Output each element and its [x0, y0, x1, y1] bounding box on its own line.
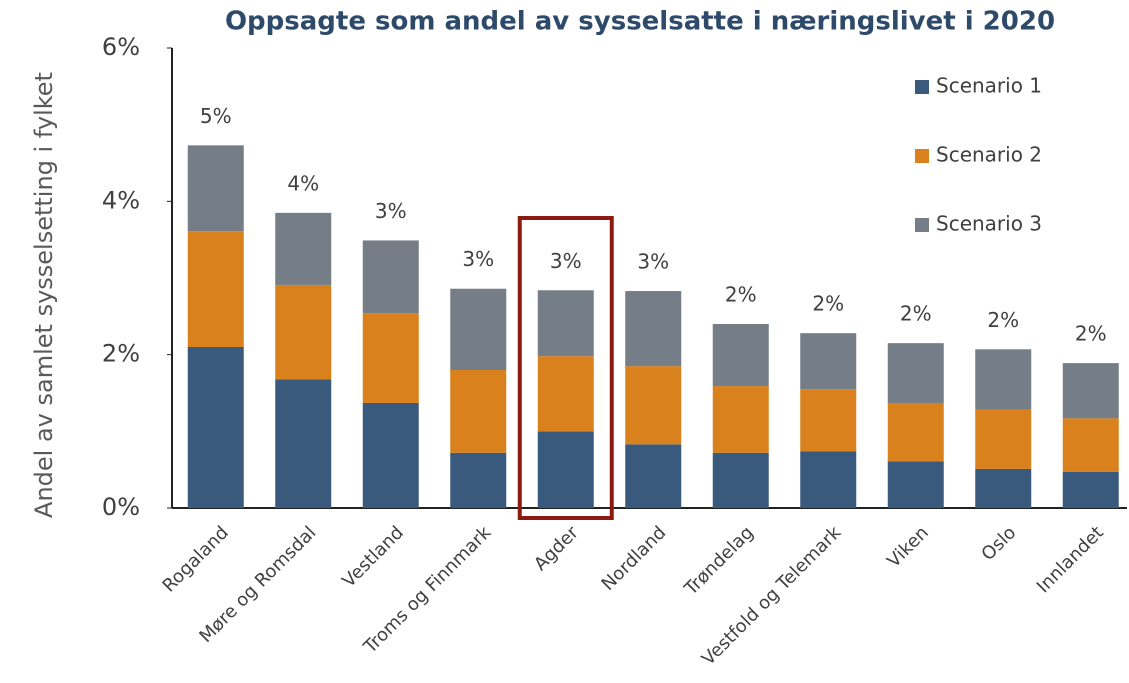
x-tick-label: Nordland — [598, 522, 671, 595]
x-tick-label: Vestland — [338, 522, 408, 592]
y-tick-label: 0% — [102, 493, 140, 521]
bar-segment — [1062, 471, 1119, 508]
x-tick-label: Oslo — [977, 522, 1020, 565]
bar-segment — [975, 468, 1032, 508]
total-label: 2% — [812, 292, 844, 316]
x-tick-label: Agder — [530, 522, 583, 575]
bar-segment — [712, 386, 769, 453]
bar-segment — [275, 379, 332, 508]
bar-segment — [625, 291, 682, 367]
bar-segment — [887, 461, 944, 508]
total-label: 5% — [200, 104, 232, 128]
x-tick-label: Innlandet — [1033, 522, 1108, 597]
bar-segment — [362, 313, 419, 403]
total-label: 2% — [900, 302, 932, 326]
bar-segment — [887, 402, 944, 462]
total-label: 2% — [725, 283, 757, 307]
bar-segment — [712, 324, 769, 387]
legend-label: Scenario 3 — [936, 212, 1042, 236]
bar-segment — [537, 431, 594, 508]
bar-segment — [975, 409, 1032, 469]
bar-segment — [712, 452, 769, 508]
total-label: 2% — [987, 308, 1019, 332]
legend-label: Scenario 2 — [936, 143, 1042, 167]
total-label: 3% — [637, 250, 669, 274]
bar-segment — [450, 370, 507, 453]
bar-segment — [625, 444, 682, 508]
legend-label: Scenario 1 — [936, 74, 1042, 98]
legend-swatch — [915, 149, 929, 163]
total-label: 3% — [462, 247, 494, 271]
bar-segment — [275, 212, 332, 285]
y-tick-label: 2% — [102, 340, 140, 368]
bar-segment — [187, 231, 244, 347]
bar-segment — [450, 452, 507, 508]
bar-segment — [800, 451, 857, 508]
legend-swatch — [915, 80, 929, 94]
bar-segment — [1062, 418, 1119, 472]
total-label: 3% — [375, 199, 407, 223]
total-label: 3% — [550, 249, 582, 273]
chart-title: Oppsagte som andel av sysselsatte i næri… — [225, 7, 1055, 37]
bar-segment — [975, 349, 1032, 410]
bar-segment — [800, 389, 857, 452]
bar-segment — [362, 240, 419, 314]
bar-segment — [887, 343, 944, 403]
bar-segment — [625, 366, 682, 445]
bar-segment — [275, 284, 332, 380]
x-tick-label: Trøndelag — [680, 522, 758, 600]
bar-segment — [187, 347, 244, 508]
legend-swatch — [915, 218, 929, 232]
bar-segment — [800, 333, 857, 390]
highlight-box — [517, 216, 614, 520]
x-tick-label: Viken — [883, 522, 933, 572]
total-label: 2% — [1075, 322, 1107, 346]
bar-segment — [187, 145, 244, 232]
y-tick-label: 6% — [102, 33, 140, 61]
x-tick-label: Rogaland — [159, 522, 233, 596]
bar-segment — [1062, 363, 1119, 419]
y-axis-label: Andel av samlet sysselsetting i fylket — [30, 72, 58, 518]
bar-segment — [362, 402, 419, 508]
bar-segment — [537, 356, 594, 432]
bar-segment — [450, 288, 507, 370]
y-tick-label: 4% — [102, 186, 140, 214]
total-label: 4% — [287, 171, 319, 195]
bar-segment — [537, 290, 594, 357]
